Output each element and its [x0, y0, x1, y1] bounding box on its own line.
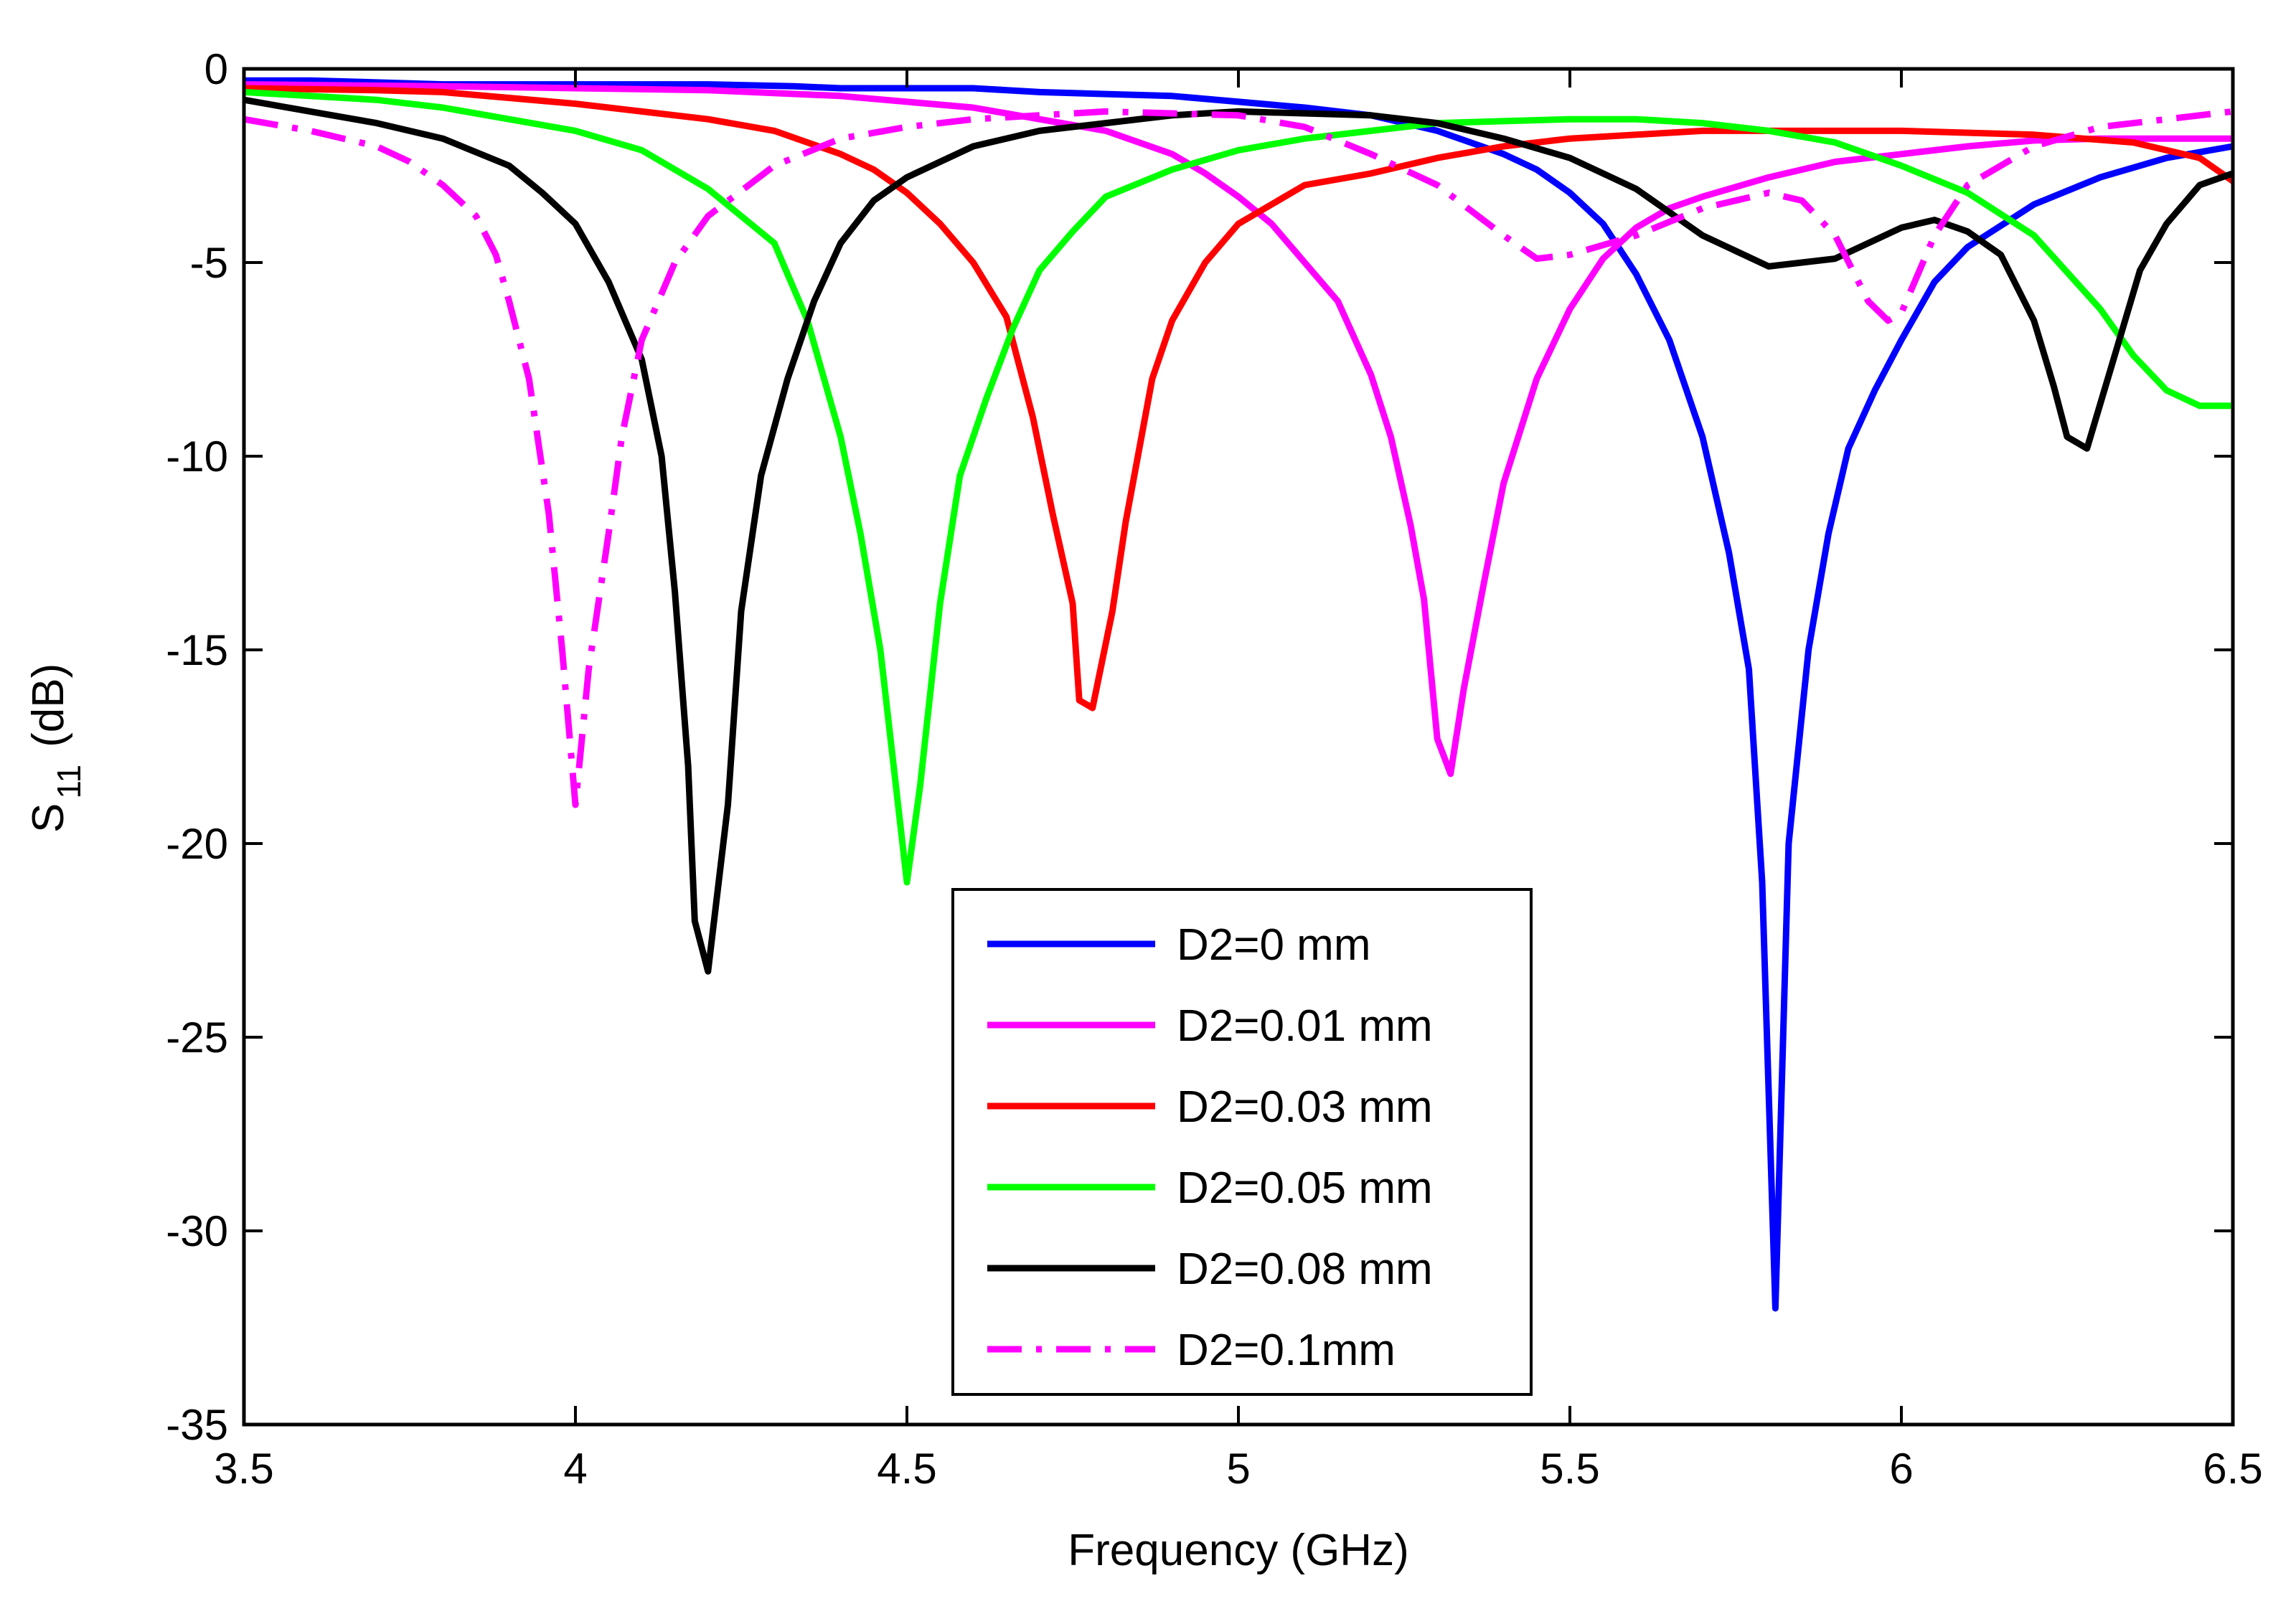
y-tick-label-2: -10	[166, 433, 228, 481]
series-line-5	[243, 108, 2234, 808]
x-tick-label-2: 4.5	[877, 1445, 936, 1493]
y-tick-label-0: 0	[204, 45, 228, 93]
y-tick-labels: 0 -5 -10 -15 -20 -25 -30 -35	[166, 45, 228, 1449]
legend-label-5: D2=0.1mm	[1177, 1326, 1396, 1375]
y-tick-label-6: -30	[166, 1207, 228, 1255]
legend-label-2: D2=0.03 mm	[1177, 1082, 1433, 1132]
x-tick-label-6: 6.5	[2203, 1445, 2262, 1493]
y-tick-label-4: -20	[166, 820, 228, 868]
legend: D2=0 mm D2=0.01 mm D2=0.03 mm D2=0.05 mm D2=…	[951, 888, 1533, 1396]
y-tick-label-1: -5	[190, 239, 228, 287]
y-axis-label-subscript: 11	[50, 765, 88, 799]
x-tick-label-5: 6	[1889, 1445, 1913, 1493]
y-axis-label-text: S 11 (dB)	[24, 663, 88, 833]
legend-label-1: D2=0.01 mm	[1177, 1001, 1433, 1051]
legend-label-3: D2=0.05 mm	[1177, 1163, 1433, 1213]
series-line-2	[243, 85, 2235, 712]
y-axis-label-unit: (dB)	[24, 663, 73, 747]
y-axis-label: S 11 (dB)	[24, 663, 88, 833]
y-tick-label-5: -25	[166, 1014, 228, 1062]
x-tick-label-1: 4	[563, 1445, 587, 1493]
series-line-0	[244, 77, 2234, 1312]
legend-label-0: D2=0 mm	[1177, 920, 1370, 970]
x-tick-label-3: 5	[1226, 1445, 1250, 1493]
x-axis-label: Frequency (GHz)	[1068, 1526, 1408, 1575]
series-line-3	[243, 88, 2233, 886]
legend-items: D2=0 mm D2=0.01 mm D2=0.03 mm D2=0.05 mm D2=…	[987, 920, 1433, 1375]
x-tick-labels: 3.5 4 4.5 5 5.5 6 6.5	[214, 1445, 2262, 1493]
series-layer	[243, 77, 2235, 1312]
legend-box	[951, 888, 1533, 1396]
plot-frame	[242, 67, 2235, 1427]
x-tick-label-4: 5.5	[1540, 1445, 1599, 1493]
y-tick-label-7: -35	[166, 1401, 228, 1449]
series-line-4	[243, 96, 2234, 975]
x-tick-label-0: 3.5	[214, 1445, 273, 1493]
series-line-1	[243, 81, 2233, 778]
y-axis-label-main: S	[24, 803, 73, 833]
y-tick-label-3: -15	[166, 626, 228, 674]
legend-label-4: D2=0.08 mm	[1177, 1245, 1433, 1294]
